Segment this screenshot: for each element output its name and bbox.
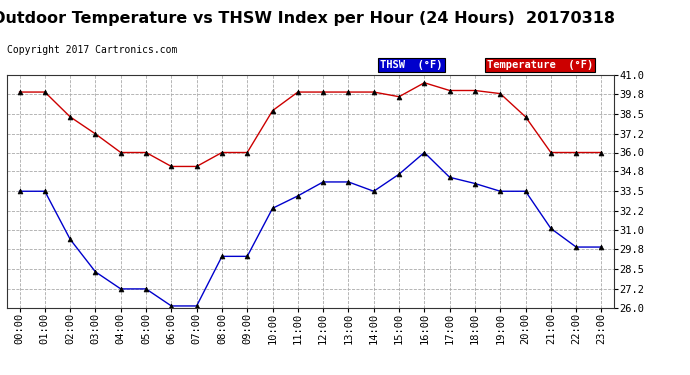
- Text: Temperature  (°F): Temperature (°F): [486, 60, 593, 70]
- Text: Copyright 2017 Cartronics.com: Copyright 2017 Cartronics.com: [7, 45, 177, 55]
- Text: THSW  (°F): THSW (°F): [380, 60, 443, 70]
- Text: Outdoor Temperature vs THSW Index per Hour (24 Hours)  20170318: Outdoor Temperature vs THSW Index per Ho…: [0, 11, 615, 26]
